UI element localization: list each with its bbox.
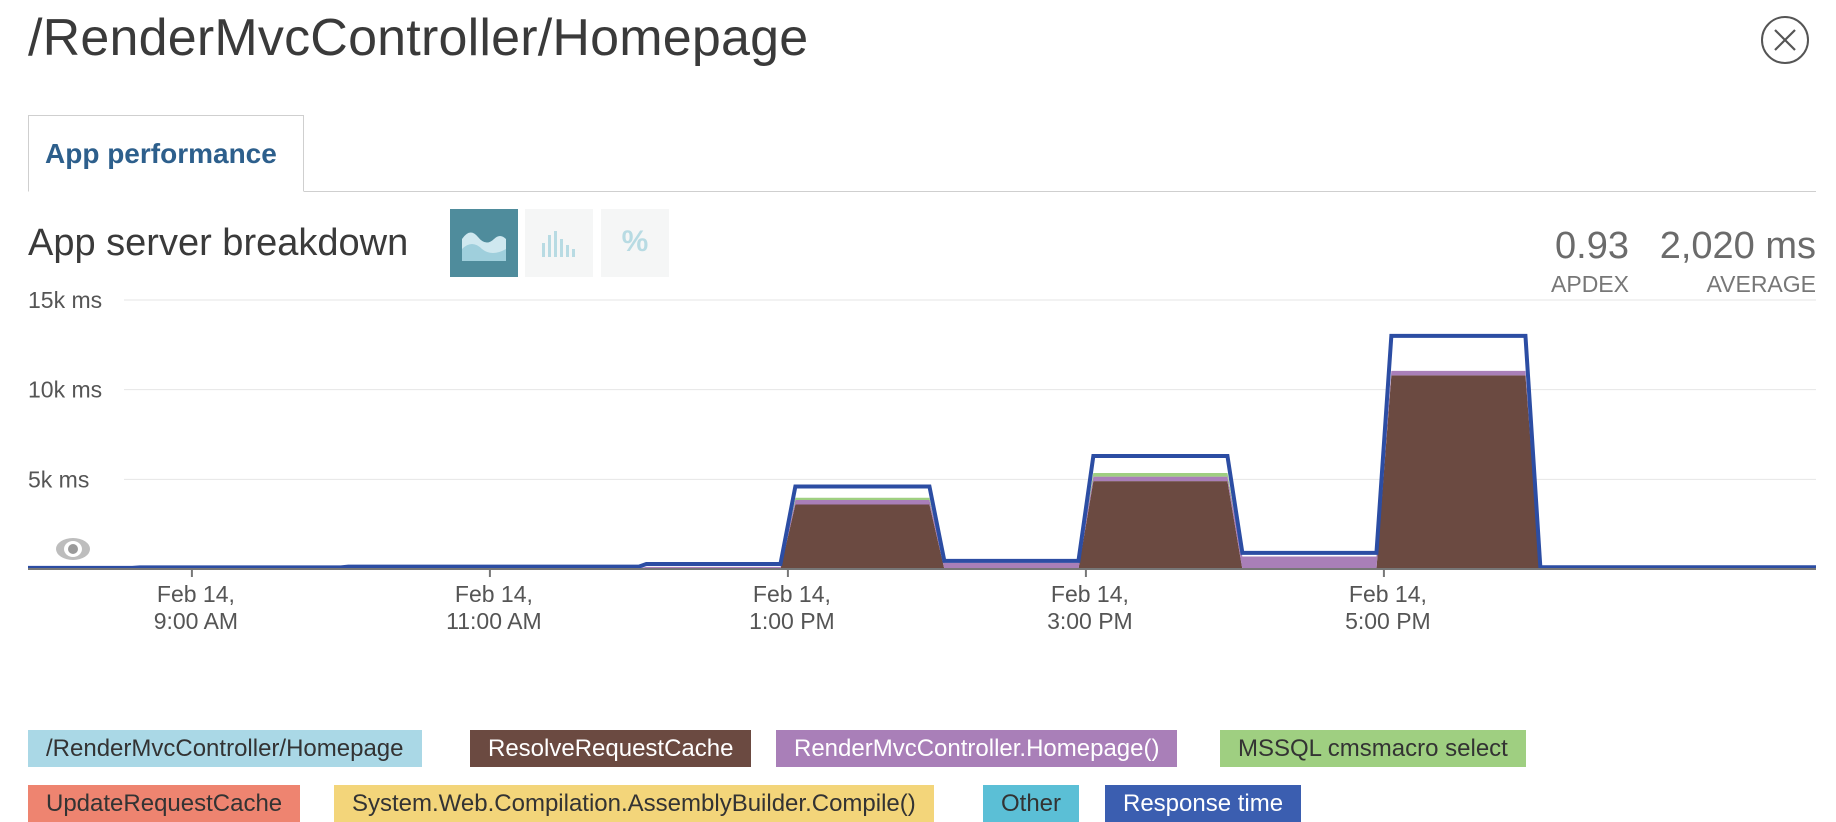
percent-icon: % xyxy=(621,225,649,258)
bar-chart-toggle[interactable] xyxy=(525,209,593,277)
x-tick-label-time: 11:00 AM xyxy=(446,608,541,634)
apdex-stat: 0.93 APDEX xyxy=(1551,224,1629,298)
x-tick-label-date: Feb 14, xyxy=(455,581,533,607)
legend-item-response-time[interactable]: Response time xyxy=(1105,785,1302,822)
eye-icon-pupil xyxy=(68,544,78,554)
legend-item-mssql-cmsmacro-select[interactable]: MSSQL cmsmacro select xyxy=(1220,730,1526,767)
section-title: App server breakdown xyxy=(28,222,409,264)
close-button[interactable] xyxy=(1761,16,1809,64)
legend-item-other[interactable]: Other xyxy=(983,785,1080,822)
tab-bar-divider xyxy=(28,191,1816,192)
x-tick-label-date: Feb 14, xyxy=(157,581,235,607)
area-chart-toggle[interactable] xyxy=(450,209,518,277)
x-tick-label-date: Feb 14, xyxy=(1349,581,1427,607)
y-tick-label: 10k ms xyxy=(28,377,102,403)
y-tick-label: 15k ms xyxy=(28,287,102,313)
tab-app-performance[interactable]: App performance xyxy=(28,115,304,192)
legend-item-rendermvccontroller-homepage[interactable]: RenderMvcController.Homepage() xyxy=(776,730,1178,767)
percent-toggle[interactable]: % xyxy=(601,209,669,277)
average-label: AVERAGE xyxy=(1706,271,1817,297)
legend-item-system-web-compilation-assemblybuilder-compile[interactable]: System.Web.Compilation.AssemblyBuilder.C… xyxy=(334,785,934,822)
average-value: 2,020 ms xyxy=(1659,225,1816,267)
x-tick-label-time: 1:00 PM xyxy=(749,608,835,634)
response-time-line xyxy=(28,333,1816,570)
area-chart-icon xyxy=(462,232,506,261)
x-tick-label-time: 5:00 PM xyxy=(1345,608,1431,634)
area-series-resolverequestcache xyxy=(28,375,1816,569)
x-tick-label-time: 3:00 PM xyxy=(1047,608,1133,634)
close-icon xyxy=(1774,29,1796,51)
page-title: /RenderMvcController/Homepage xyxy=(28,9,809,67)
x-tick-label-time: 9:00 AM xyxy=(154,608,238,634)
average-stat: 2,020 ms AVERAGE xyxy=(1660,224,1816,298)
legend-item-updaterequestcache[interactable]: UpdateRequestCache xyxy=(28,785,301,822)
apdex-value: 0.93 xyxy=(1555,225,1629,267)
legend-item-resolverequestcache[interactable]: ResolveRequestCache xyxy=(470,730,752,767)
legend-item-rendermvccontroller-homepage[interactable]: /RenderMvcController/Homepage xyxy=(28,730,422,767)
y-tick-label: 5k ms xyxy=(28,466,89,492)
x-tick-label-date: Feb 14, xyxy=(1051,581,1129,607)
apdex-label: APDEX xyxy=(1551,271,1629,297)
tab-label: App performance xyxy=(45,138,277,169)
x-tick-label-date: Feb 14, xyxy=(753,581,831,607)
bar-chart-icon xyxy=(542,231,575,257)
